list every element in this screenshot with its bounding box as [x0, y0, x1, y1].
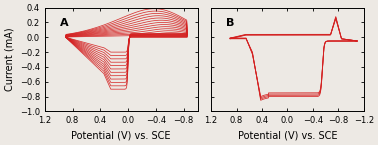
Text: A: A	[60, 18, 69, 28]
X-axis label: Potential (V) vs. SCE: Potential (V) vs. SCE	[238, 131, 337, 141]
Text: B: B	[226, 18, 235, 28]
X-axis label: Potential (V) vs. SCE: Potential (V) vs. SCE	[71, 131, 171, 141]
Y-axis label: Current (mA): Current (mA)	[4, 28, 14, 91]
